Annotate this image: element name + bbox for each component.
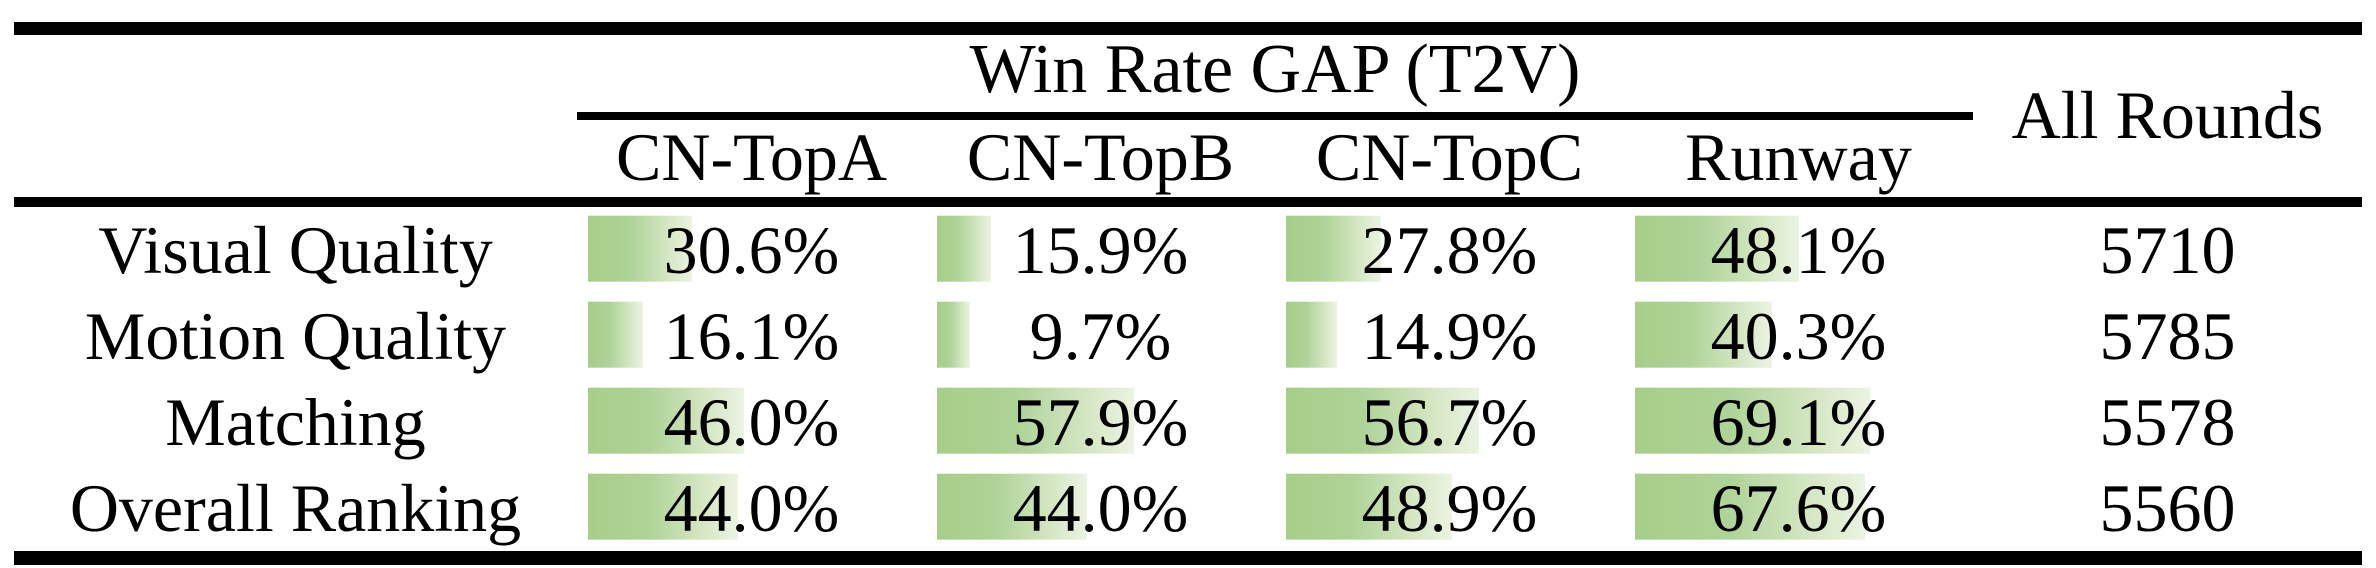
win-rate-bar <box>588 387 744 454</box>
win-rate-value: 16.1% <box>663 297 840 374</box>
win-rate-cell: 69.1% <box>1624 379 1973 465</box>
row-label: Motion Quality <box>84 297 507 374</box>
win-rate-cell: 16.1% <box>577 293 926 379</box>
win-rate-bar <box>1635 387 1870 454</box>
table-row: Visual Quality 30.6% 15.9% 27.8% 48.1% 5… <box>14 207 2362 293</box>
win-rate-cell: 57.9% <box>926 379 1275 465</box>
win-rate-cell: 30.6% <box>577 207 926 293</box>
row-label: Matching <box>165 383 426 460</box>
win-rate-cell: 40.3% <box>1624 293 1973 379</box>
win-rate-value: 48.9% <box>1361 469 1538 546</box>
column-header-row: CN-TopA CN-TopB CN-TopC Runway <box>577 120 1973 197</box>
win-rate-bar <box>1635 473 1865 540</box>
win-rate-value: 30.6% <box>663 211 840 288</box>
column-header-cn-topc: CN-TopC <box>1315 119 1584 195</box>
win-rate-cell: 48.1% <box>1624 207 1973 293</box>
win-rate-bar <box>1286 301 1337 368</box>
win-rate-cell: 27.8% <box>1275 207 1624 293</box>
column-header-cn-topa: CN-TopA <box>615 119 887 195</box>
column-header-cn-topb: CN-TopB <box>966 119 1235 195</box>
all-rounds-value: 5560 <box>2099 469 2236 546</box>
win-rate-value: 27.8% <box>1361 211 1538 288</box>
win-rate-value: 56.7% <box>1361 383 1538 460</box>
table-title: Win Rate GAP (T2V) <box>969 31 1581 108</box>
win-rate-value: 14.9% <box>1361 297 1538 374</box>
win-rate-cell: 15.9% <box>926 207 1275 293</box>
win-rate-bar <box>1635 301 1772 368</box>
win-rate-value: 9.7% <box>1029 297 1172 374</box>
win-rate-value: 15.9% <box>1012 211 1189 288</box>
win-rate-bar <box>588 473 738 540</box>
win-rate-value: 69.1% <box>1710 383 1887 460</box>
row-label: Overall Ranking <box>69 469 522 546</box>
win-rate-bar <box>937 301 970 368</box>
win-rate-cell: 56.7% <box>1275 379 1624 465</box>
win-rate-value: 44.0% <box>663 469 840 546</box>
win-rate-value: 40.3% <box>1710 297 1887 374</box>
win-rate-value: 57.9% <box>1012 383 1189 460</box>
win-rate-bar <box>1635 215 1799 282</box>
table-row: Matching 46.0% 57.9% 56.7% 69.1% 5578 <box>14 379 2362 465</box>
title-underline-rule <box>577 112 1973 120</box>
win-rate-cell: 9.7% <box>926 293 1275 379</box>
header-body-rule <box>14 197 2362 207</box>
all-rounds-value: 5578 <box>2099 383 2236 460</box>
win-rate-value: 44.0% <box>1012 469 1189 546</box>
column-header-runway: Runway <box>1685 119 1912 195</box>
win-rate-cell: 14.9% <box>1275 293 1624 379</box>
win-rate-cell: 44.0% <box>926 465 1275 551</box>
win-rate-bar <box>1286 473 1452 540</box>
table-body: Visual Quality 30.6% 15.9% 27.8% 48.1% 5… <box>14 207 2362 551</box>
win-rate-cell: 67.6% <box>1624 465 1973 551</box>
win-rate-bar <box>1286 215 1381 282</box>
win-rate-bar <box>588 301 643 368</box>
all-rounds-header: All Rounds <box>2011 76 2324 153</box>
all-rounds-value: 5710 <box>2099 211 2236 288</box>
win-rate-value: 48.1% <box>1710 211 1887 288</box>
win-rate-cell: 44.0% <box>577 465 926 551</box>
win-rate-cell: 48.9% <box>1275 465 1624 551</box>
win-rate-value: 46.0% <box>663 383 840 460</box>
win-rate-bar <box>1286 387 1479 454</box>
all-rounds-value: 5785 <box>2099 297 2236 374</box>
win-rate-bar <box>937 473 1087 540</box>
win-rate-cell: 46.0% <box>577 379 926 465</box>
win-rate-bar <box>937 215 991 282</box>
win-rate-value: 67.6% <box>1710 469 1887 546</box>
table-row: Motion Quality 16.1% 9.7% 14.9% 40.3% 57… <box>14 293 2362 379</box>
win-rate-bar <box>937 387 1134 454</box>
win-rate-bar <box>588 215 692 282</box>
row-label: Visual Quality <box>98 211 493 288</box>
top-rule <box>14 22 2362 35</box>
bottom-rule <box>14 551 2362 565</box>
table-row: Overall Ranking 44.0% 44.0% 48.9% 67.6% … <box>14 465 2362 551</box>
